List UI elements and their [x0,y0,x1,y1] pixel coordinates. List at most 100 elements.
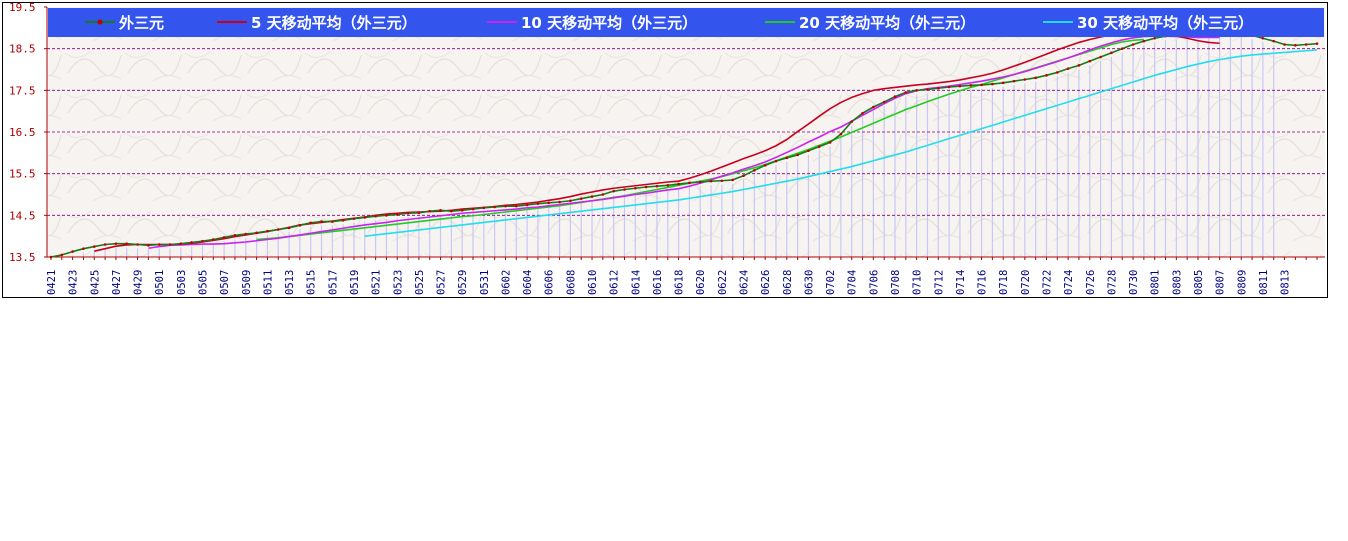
data-point [276,228,280,231]
data-point [1142,39,1146,43]
x-tick-label: 0813 [1280,270,1292,295]
x-tick-label: 0529 [457,270,469,295]
data-point [590,195,594,198]
data-point [807,149,810,153]
y-tick-label: 19.5 [9,3,36,14]
data-point [103,243,107,246]
data-point [395,213,399,216]
x-tick-label: 0515 [306,270,318,295]
data-point [882,100,886,104]
x-tick-label: 0527 [436,270,448,295]
data-point [60,253,64,257]
x-tick-label: 0801 [1150,270,1162,295]
data-point [255,231,258,235]
x-tick-label: 0612 [609,270,621,295]
data-point [320,220,323,223]
x-tick-label: 0616 [652,270,664,295]
data-point [1131,43,1135,46]
data-point [1315,42,1319,45]
data-point [915,89,918,92]
data-point [1283,43,1286,46]
x-tick-label: 0624 [739,270,751,295]
data-point [114,242,118,245]
x-tick-label: 0505 [197,270,209,295]
data-point [504,204,507,208]
data-point [817,145,821,148]
data-point [212,238,215,241]
data-point [352,217,356,220]
x-tick-label: 0501 [154,270,166,295]
data-point [666,184,670,187]
data-point [839,132,843,136]
data-point [774,159,778,163]
data-point [385,214,388,217]
data-point [926,88,929,91]
legend-bar [48,8,1324,37]
x-tick-label: 0626 [760,270,772,295]
data-point [1066,67,1070,70]
legend-label: 5 天移动平均（外三元） [251,14,417,32]
data-point [547,201,551,205]
data-point [763,164,767,167]
data-point [331,220,334,223]
data-point [850,120,854,123]
data-point [482,206,486,210]
y-tick-label: 17.5 [9,84,36,97]
x-tick-label: 0614 [630,270,642,295]
data-point [753,169,756,172]
line-chart: 13.5 14.5 15.5 16.5 17.5 18.5 19.5 0421 0423 042… [9,3,1325,295]
x-tick-label: 0728 [1106,270,1118,295]
data-point [655,184,659,188]
data-point [698,180,702,184]
x-tick-label: 0704 [847,270,859,295]
data-point [514,204,518,208]
data-point [579,197,583,200]
x-tick-label: 0622 [717,270,729,295]
data-point [1153,36,1156,40]
x-tick-label: 0718 [998,270,1010,295]
data-point [601,193,605,196]
data-point [828,141,832,144]
data-point [569,199,572,203]
data-point [363,216,367,219]
data-point [688,181,691,185]
data-point [958,84,962,88]
data-point [1045,74,1048,77]
y-tick-label: 14.5 [9,209,36,222]
y-tick-label: 18.5 [9,43,36,56]
x-tick-label: 0525 [414,270,426,295]
x-tick-label: 0509 [241,270,253,295]
data-point [731,178,734,182]
data-point [460,209,464,212]
x-tick-label: 0604 [522,270,534,295]
data-point [190,241,193,244]
x-tick-label: 0523 [392,270,404,295]
legend-marker [97,19,103,25]
x-tick-label: 0722 [1041,270,1053,295]
x-tick-label: 0602 [500,270,512,295]
data-point [980,83,983,87]
data-point [720,179,724,183]
x-tick-label: 0807 [1215,270,1227,295]
data-point [623,188,626,191]
x-tick-label: 0628 [782,270,794,295]
data-point [298,224,302,227]
data-point [1056,71,1059,74]
data-point [439,209,442,212]
x-tick-label: 0610 [587,270,599,295]
data-point [525,203,529,207]
data-point [904,91,908,94]
x-tick-label: 0517 [327,270,339,295]
legend-label: 20 天移动平均（外三元） [799,14,975,32]
x-tick-label: 0803 [1171,270,1183,295]
data-point [428,209,432,213]
series-line [50,31,1318,258]
data-point [1272,39,1276,43]
data-point [1110,51,1113,55]
data-point [244,232,248,236]
data-point [991,82,994,86]
data-point [287,226,291,230]
data-point [417,211,421,215]
data-point [677,182,680,186]
data-point [125,242,129,245]
